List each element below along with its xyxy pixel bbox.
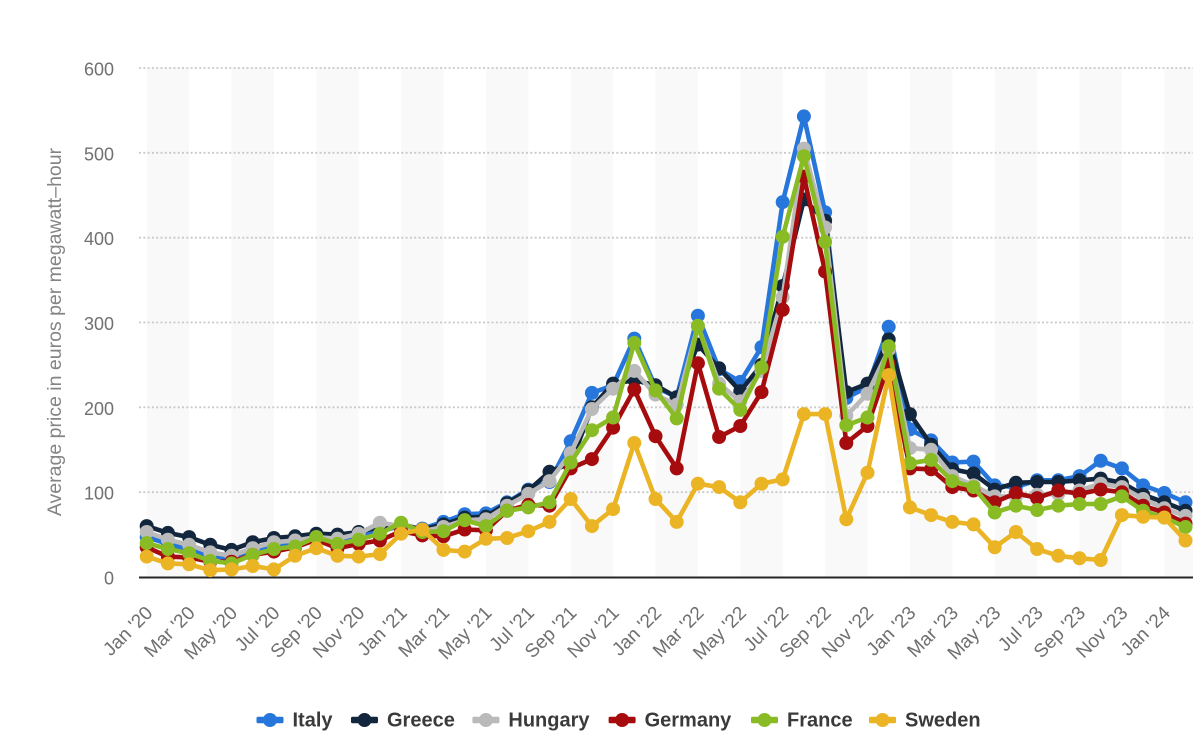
svg-text:0: 0 bbox=[104, 569, 114, 589]
svg-text:Germany: Germany bbox=[645, 710, 733, 732]
svg-text:Greece: Greece bbox=[387, 710, 455, 732]
svg-text:Sweden: Sweden bbox=[905, 710, 981, 732]
svg-text:400: 400 bbox=[84, 229, 114, 249]
svg-text:Hungary: Hungary bbox=[508, 710, 590, 732]
svg-text:300: 300 bbox=[84, 314, 114, 334]
svg-text:Average price in euros per meg: Average price in euros per megawatt–hour bbox=[44, 147, 66, 516]
svg-text:200: 200 bbox=[84, 399, 114, 419]
svg-text:600: 600 bbox=[84, 60, 114, 80]
svg-text:France: France bbox=[787, 710, 853, 732]
svg-text:500: 500 bbox=[84, 144, 114, 164]
svg-text:100: 100 bbox=[84, 484, 114, 504]
svg-text:Italy: Italy bbox=[293, 710, 334, 732]
